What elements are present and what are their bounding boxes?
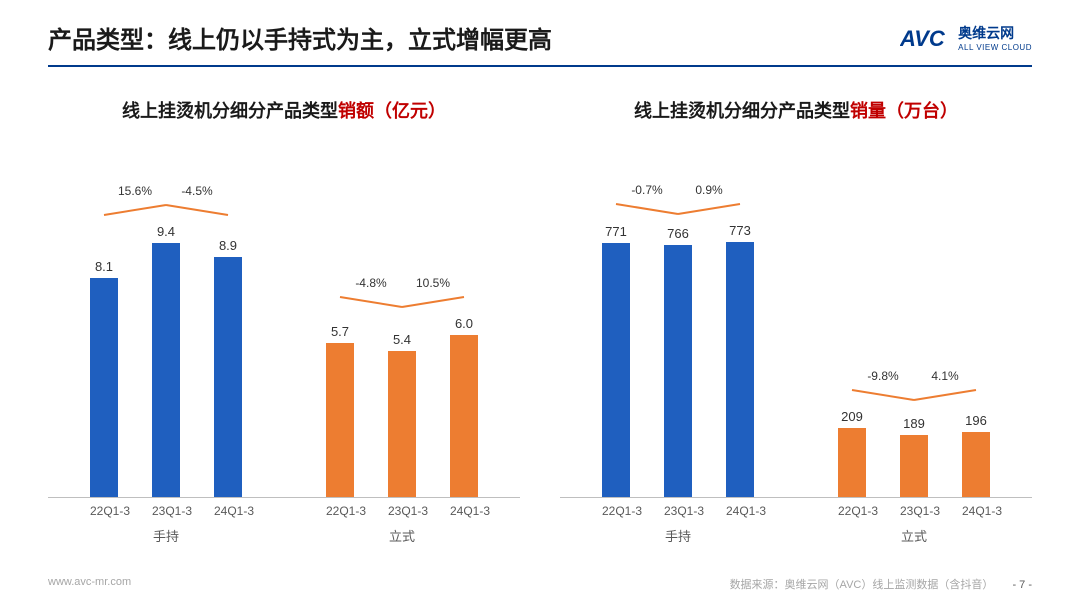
logo-en: ALL VIEW CLOUD xyxy=(958,43,1032,52)
bar: 8.1 xyxy=(90,259,118,497)
page-number: - 7 - xyxy=(1012,579,1032,591)
group-label: 手持 xyxy=(665,526,691,545)
chart-1: 线上挂烫机分细分产品类型销量（万台） 771 766 773 -0.7% 0.9% 209 1… xyxy=(560,97,1032,545)
bar-rect xyxy=(726,242,754,497)
bar-rect xyxy=(326,343,354,497)
trend-label: 0.9% xyxy=(695,183,723,197)
bar: 766 xyxy=(664,226,692,497)
trend-lines: -0.7% 0.9% xyxy=(602,180,754,220)
trend-label: -0.7% xyxy=(631,183,663,197)
x-tick-label: 22Q1-3 xyxy=(90,504,118,518)
bar-group-手持: 8.19.48.915.6%-4.5% xyxy=(90,224,242,497)
trend-label: -4.5% xyxy=(181,184,213,198)
x-tick-label: 24Q1-3 xyxy=(214,504,242,518)
chart-0: 线上挂烫机分细分产品类型销额（亿元） 8.1 9.4 8.9 15.6% -4.5% 5.7… xyxy=(48,97,520,545)
bar-rect xyxy=(602,243,630,497)
bar-value-label: 5.4 xyxy=(393,332,411,347)
chart-plot: 771 766 773 -0.7% 0.9% 209 189 196 -9.8% 4.1% xyxy=(560,168,1032,498)
x-tick-label: 24Q1-3 xyxy=(962,504,990,518)
x-tick-label: 22Q1-3 xyxy=(838,504,866,518)
group-label: 立式 xyxy=(901,526,927,545)
x-axis: 22Q1-3 23Q1-3 24Q1-3 22Q1-3 23Q1-3 24Q1-3 xyxy=(48,504,520,518)
x-axis: 22Q1-3 23Q1-3 24Q1-3 22Q1-3 23Q1-3 24Q1-3 xyxy=(560,504,1032,518)
chart-title: 线上挂烫机分细分产品类型销额（亿元） xyxy=(48,97,520,123)
x-tick-label: 23Q1-3 xyxy=(152,504,180,518)
logo-cn: 奥维云网 xyxy=(958,23,1014,43)
bar-value-label: 771 xyxy=(605,224,627,239)
trend-label: -4.8% xyxy=(355,276,387,290)
bar-rect xyxy=(900,435,928,497)
logo: AVC 奥维云网 ALL VIEW CLOUD xyxy=(900,23,1032,52)
bar-rect xyxy=(450,335,478,497)
x-tick-label: 23Q1-3 xyxy=(900,504,928,518)
group-label: 手持 xyxy=(153,526,179,545)
bar: 771 xyxy=(602,224,630,497)
trend-lines: -9.8% 4.1% xyxy=(838,366,990,406)
bar-value-label: 196 xyxy=(965,413,987,428)
bar: 9.4 xyxy=(152,224,180,497)
x-tick-label: 24Q1-3 xyxy=(726,504,754,518)
footer-url: www.avc-mr.com xyxy=(48,576,131,592)
bar-rect xyxy=(664,245,692,497)
bar-value-label: 8.9 xyxy=(219,238,237,253)
x-tick-label: 22Q1-3 xyxy=(326,504,354,518)
bar-rect xyxy=(838,428,866,497)
logo-mark: AVC xyxy=(900,26,946,51)
page-title: 产品类型：线上仍以手持式为主，立式增幅更高 xyxy=(48,20,552,55)
x-tick-label: 23Q1-3 xyxy=(664,504,692,518)
bar-value-label: 9.4 xyxy=(157,224,175,239)
bar-group-立式: 5.75.46.0-4.8%10.5% xyxy=(326,316,478,497)
bar-value-label: 773 xyxy=(729,223,751,238)
bar: 773 xyxy=(726,223,754,497)
group-label: 立式 xyxy=(389,526,415,545)
bar: 209 xyxy=(838,409,866,497)
bar-value-label: 189 xyxy=(903,416,925,431)
bar-rect xyxy=(388,351,416,497)
x-tick-label: 23Q1-3 xyxy=(388,504,416,518)
bar-value-label: 209 xyxy=(841,409,863,424)
bar-value-label: 6.0 xyxy=(455,316,473,331)
bar: 5.7 xyxy=(326,324,354,497)
chart-title: 线上挂烫机分细分产品类型销量（万台） xyxy=(560,97,1032,123)
bar-group-手持: 771766773-0.7%0.9% xyxy=(602,223,754,497)
trend-lines: -4.8% 10.5% xyxy=(326,273,478,313)
bar-value-label: 5.7 xyxy=(331,324,349,339)
bar: 8.9 xyxy=(214,238,242,497)
bar-value-label: 766 xyxy=(667,226,689,241)
group-labels: 手持 立式 xyxy=(48,526,520,545)
trend-lines: 15.6% -4.5% xyxy=(90,181,242,221)
bar: 6.0 xyxy=(450,316,478,497)
trend-label: 10.5% xyxy=(416,276,450,290)
trend-label: -9.8% xyxy=(867,369,899,383)
bar-rect xyxy=(962,432,990,497)
bar-group-立式: 209189196-9.8%4.1% xyxy=(838,409,990,497)
bar-rect xyxy=(214,257,242,497)
group-labels: 手持 立式 xyxy=(560,526,1032,545)
trend-label: 15.6% xyxy=(118,184,152,198)
bar: 5.4 xyxy=(388,332,416,497)
trend-label: 4.1% xyxy=(931,369,959,383)
bar-rect xyxy=(90,278,118,497)
x-tick-label: 24Q1-3 xyxy=(450,504,478,518)
bar: 196 xyxy=(962,413,990,497)
bar: 189 xyxy=(900,416,928,497)
footer-source: 数据来源：奥维云网（AVC）线上监测数据（含抖音） xyxy=(730,579,994,591)
bar-value-label: 8.1 xyxy=(95,259,113,274)
x-tick-label: 22Q1-3 xyxy=(602,504,630,518)
bar-rect xyxy=(152,243,180,497)
chart-plot: 8.1 9.4 8.9 15.6% -4.5% 5.7 5.4 6.0 -4.8% 10.5% xyxy=(48,168,520,498)
